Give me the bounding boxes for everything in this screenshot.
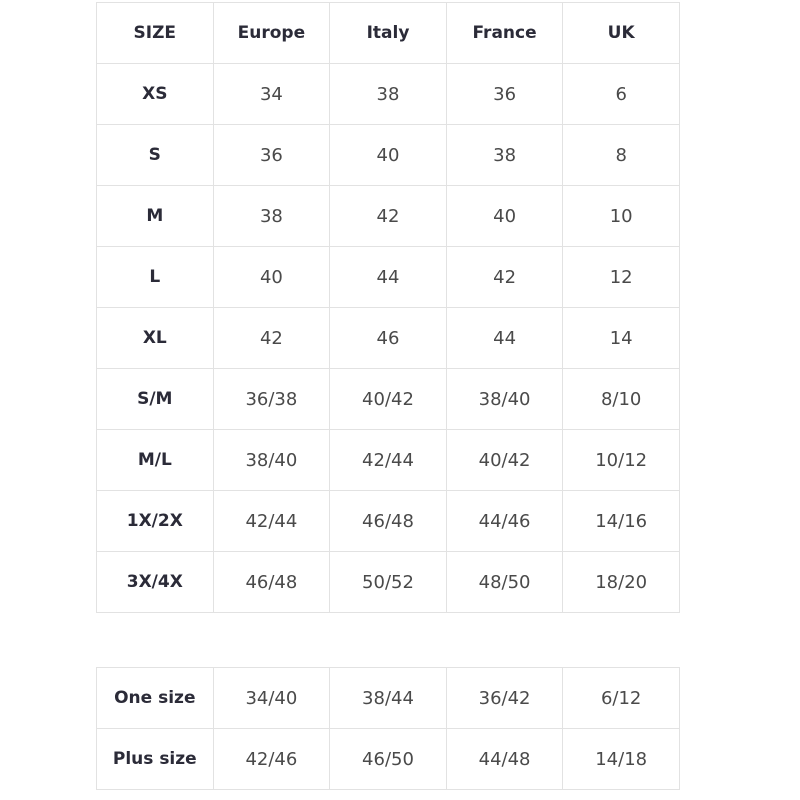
table-row: S/M 36/38 40/42 38/40 8/10: [96, 368, 680, 430]
table-cell: 40: [329, 124, 447, 186]
table-cell: 48/50: [445, 551, 564, 613]
table-cell: 42/44: [212, 490, 331, 552]
table-cell: 46/48: [329, 490, 447, 552]
table-cell: 38/44: [329, 667, 447, 729]
table-cell: 44/46: [445, 490, 564, 552]
table-row: L 40 44 42 12: [96, 246, 680, 308]
table-cell: 50/52: [329, 551, 447, 613]
table-cell: 38: [212, 185, 331, 247]
table-cell: 34/40: [212, 667, 331, 729]
table-row: S 36 40 38 8: [96, 124, 680, 186]
size-label: Plus size: [96, 728, 214, 790]
table-cell: 14/18: [562, 728, 680, 790]
size-label: XL: [96, 307, 214, 369]
size-label: 3X/4X: [96, 551, 214, 613]
table-row: Plus size 42/46 46/50 44/48 14/18: [96, 728, 680, 790]
table-row: M/L 38/40 42/44 40/42 10/12: [96, 429, 680, 491]
table-cell: 40: [212, 246, 331, 308]
table-cell: 46: [329, 307, 447, 369]
table-cell: 14/16: [562, 490, 680, 552]
size-label: L: [96, 246, 214, 308]
table-cell: 46/48: [212, 551, 331, 613]
size-conversion-table: SIZE Europe Italy France UK XS 34 38 36 6 S 36 40 38…: [96, 2, 680, 613]
table-cell: 44/48: [445, 728, 564, 790]
table-cell: 46/50: [329, 728, 447, 790]
table-cell: 44: [329, 246, 447, 308]
table-row: 3X/4X 46/48 50/52 48/50 18/20: [96, 551, 680, 613]
table-cell: 36: [212, 124, 331, 186]
table-cell: 38: [329, 63, 447, 125]
table-cell: 8: [562, 124, 680, 186]
table-row: XL 42 46 44 14: [96, 307, 680, 369]
table-row: 1X/2X 42/44 46/48 44/46 14/16: [96, 490, 680, 552]
table-row: One size 34/40 38/44 36/42 6/12: [96, 667, 680, 729]
table-cell: 12: [562, 246, 680, 308]
table-cell: 34: [212, 63, 331, 125]
size-label: M: [96, 185, 214, 247]
table-cell: 36/38: [212, 368, 331, 430]
table-cell: 38/40: [212, 429, 331, 491]
table-cell: 42/44: [329, 429, 447, 491]
table-cell: 42/46: [212, 728, 331, 790]
table-cell: 18/20: [562, 551, 680, 613]
column-header: France: [445, 2, 564, 64]
table-cell: 36/42: [445, 667, 564, 729]
table-cell: 44: [445, 307, 564, 369]
size-label: XS: [96, 63, 214, 125]
table-row: XS 34 38 36 6: [96, 63, 680, 125]
column-header: Italy: [329, 2, 447, 64]
header-row: SIZE Europe Italy France UK: [96, 2, 680, 64]
table-row: M 38 42 40 10: [96, 185, 680, 247]
table-cell: 36: [445, 63, 564, 125]
table-cell: 8/10: [562, 368, 680, 430]
column-header: SIZE: [96, 2, 214, 64]
table-cell: 40: [445, 185, 564, 247]
table-cell: 42: [212, 307, 331, 369]
size-label: M/L: [96, 429, 214, 491]
size-label: S: [96, 124, 214, 186]
table-cell: 42: [445, 246, 564, 308]
table-cell: 38/40: [445, 368, 564, 430]
column-header: Europe: [212, 2, 331, 64]
size-label: S/M: [96, 368, 214, 430]
table-cell: 40/42: [445, 429, 564, 491]
table-cell: 14: [562, 307, 680, 369]
table-cell: 42: [329, 185, 447, 247]
table-cell: 6: [562, 63, 680, 125]
size-label: 1X/2X: [96, 490, 214, 552]
special-sizes-table: One size 34/40 38/44 36/42 6/12 Plus size 42/4…: [96, 667, 680, 790]
table-cell: 38: [445, 124, 564, 186]
table-cell: 10: [562, 185, 680, 247]
table-cell: 10/12: [562, 429, 680, 491]
column-header: UK: [562, 2, 680, 64]
table-cell: 40/42: [329, 368, 447, 430]
size-label: One size: [96, 667, 214, 729]
table-cell: 6/12: [562, 667, 680, 729]
